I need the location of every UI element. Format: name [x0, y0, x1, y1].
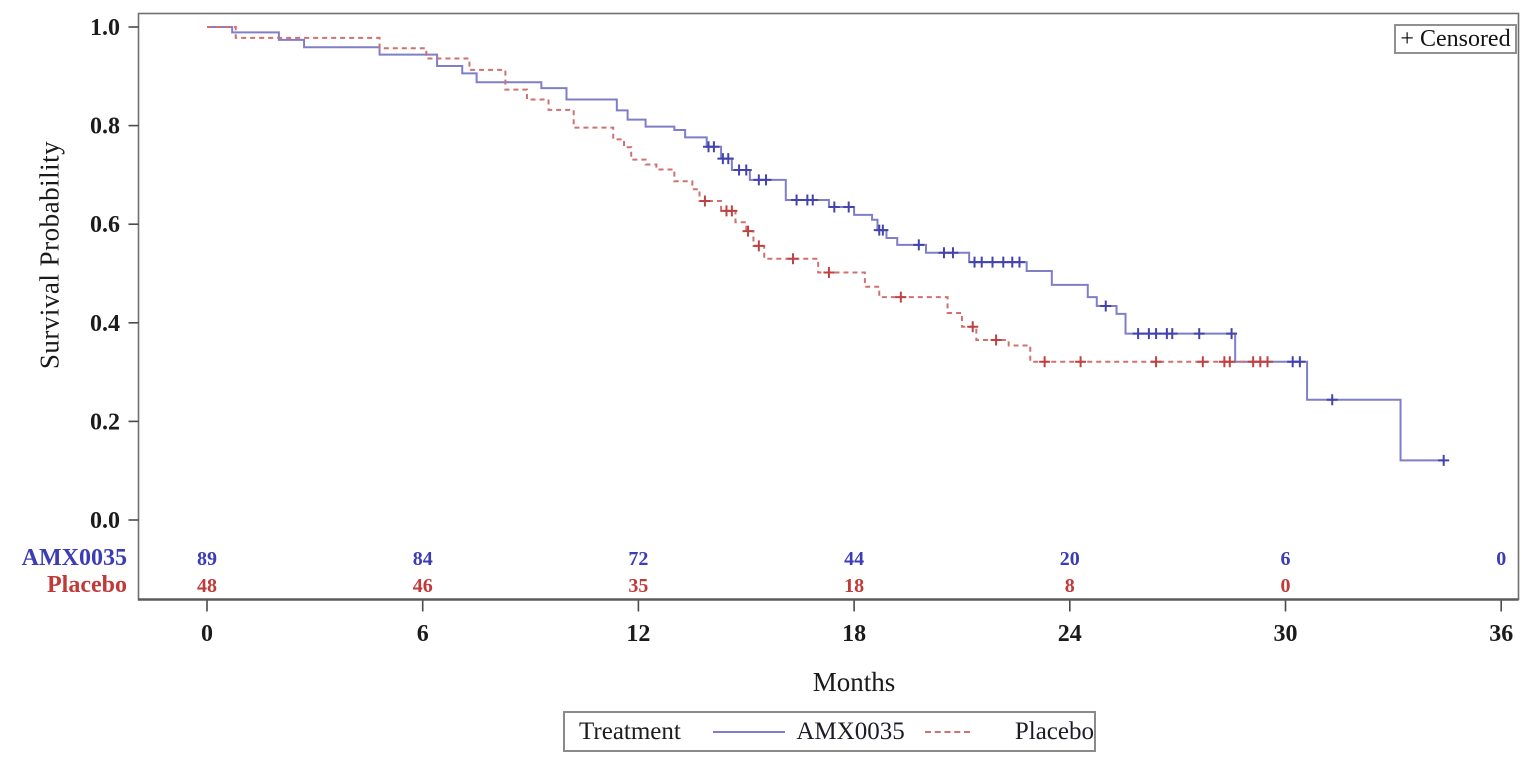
legend-line-sample-amx0035 — [712, 730, 786, 733]
y-tick-label: 1.0 — [90, 15, 120, 41]
censor-plus-mark — [1132, 328, 1144, 340]
at-risk-count: 0 — [1281, 575, 1291, 597]
x-tick-label: 12 — [626, 621, 650, 647]
survival-curve-amx0035 — [207, 26, 1444, 462]
at-risk-count: 6 — [1281, 548, 1291, 570]
censor-plus-mark — [1193, 328, 1205, 340]
x-tick-label: 24 — [1058, 621, 1082, 647]
at-risk-row-placebo: Placebo 48 46 35 18 8 0 — [47, 572, 1290, 598]
y-tick-label: 0.4 — [90, 311, 120, 337]
censor-plus-mark — [1150, 356, 1162, 368]
censor-plus-mark — [823, 267, 835, 279]
y-tick-label: 0.2 — [90, 409, 120, 435]
x-axis-title: Months — [812, 667, 896, 697]
censor-plus-mark — [1326, 394, 1338, 406]
at-risk-count: 0 — [1496, 548, 1506, 570]
at-risk-row-label: AMX0035 — [22, 545, 127, 571]
censor-marks-placebo — [699, 195, 1274, 368]
censor-plus-mark — [760, 174, 772, 186]
censor-plus-mark — [1013, 256, 1025, 268]
step-line-amx0035 — [207, 26, 1444, 462]
censored-legend-box: + Censored — [1394, 24, 1517, 54]
censor-plus-mark — [913, 239, 925, 251]
censor-plus-mark — [740, 164, 752, 176]
censor-plus-mark — [742, 225, 754, 237]
y-axis-ticks: 0.0 0.2 0.4 0.6 0.8 1.0 — [90, 15, 139, 534]
censor-marks-amx0035 — [703, 141, 1450, 466]
at-risk-count: 20 — [1060, 548, 1080, 570]
at-risk-count: 89 — [197, 548, 217, 570]
censor-plus-mark — [753, 240, 765, 252]
censor-plus-mark — [987, 256, 999, 268]
censor-plus-mark — [791, 194, 803, 206]
x-tick-label: 18 — [842, 621, 866, 647]
legend-label-amx0035: AMX0035 — [796, 717, 905, 745]
x-axis-ticks: 0 6 12 18 24 30 36 — [201, 600, 1513, 647]
y-axis-title: Survival Probability — [34, 140, 65, 370]
censored-legend-label: + Censored — [1400, 25, 1511, 52]
censor-plus-mark — [1197, 356, 1209, 368]
censor-plus-mark — [1039, 356, 1051, 368]
censor-plus-mark — [1438, 454, 1450, 466]
censor-plus-mark — [843, 201, 855, 213]
censor-plus-mark — [1226, 328, 1238, 340]
legend-line-sample-placebo — [924, 730, 970, 733]
censor-plus-mark — [699, 195, 711, 207]
censor-plus-mark — [708, 141, 720, 153]
censor-plus-mark — [1075, 356, 1087, 368]
censor-plus-mark — [1100, 300, 1112, 312]
censor-plus-mark — [895, 291, 907, 303]
censor-plus-mark — [722, 153, 734, 165]
survival-curve-placebo — [207, 26, 1268, 363]
y-tick-label: 0.6 — [90, 212, 120, 238]
x-tick-label: 0 — [201, 621, 213, 647]
at-risk-row-amx0035: AMX0035 89 84 72 44 20 6 0 — [22, 545, 1507, 571]
censor-plus-mark — [967, 321, 979, 333]
step-line-placebo — [207, 26, 1268, 363]
legend-title: Treatment — [579, 717, 681, 745]
censor-plus-mark — [807, 194, 819, 206]
censor-plus-mark — [1150, 328, 1162, 340]
censor-plus-mark — [726, 205, 738, 217]
x-tick-label: 30 — [1274, 621, 1298, 647]
at-risk-count: 48 — [197, 575, 217, 597]
at-risk-count: 84 — [413, 548, 433, 570]
legend-label-placebo: Placebo — [1014, 717, 1094, 745]
at-risk-count: 46 — [413, 575, 433, 597]
censor-plus-mark — [947, 247, 959, 259]
at-risk-row-label: Placebo — [47, 572, 127, 598]
at-risk-count: 72 — [628, 548, 648, 570]
treatment-legend-box: Treatment AMX0035 Placebo — [563, 711, 1096, 752]
x-tick-label: 6 — [417, 621, 429, 647]
censor-plus-mark — [1262, 356, 1274, 368]
x-tick-label: 36 — [1489, 621, 1513, 647]
censor-plus-mark — [976, 256, 988, 268]
censor-plus-mark — [1224, 356, 1236, 368]
at-risk-count: 35 — [628, 575, 648, 597]
at-risk-count: 18 — [844, 575, 864, 597]
at-risk-count: 8 — [1065, 575, 1075, 597]
plot-border — [137, 12, 1520, 601]
censor-plus-mark — [787, 253, 799, 265]
censor-plus-mark — [990, 334, 1002, 346]
y-tick-label: 0.8 — [90, 114, 120, 140]
censor-plus-mark — [1294, 356, 1306, 368]
at-risk-count: 44 — [844, 548, 864, 570]
censor-plus-mark — [877, 224, 889, 236]
censor-plus-mark — [828, 201, 840, 213]
censor-plus-mark — [1166, 328, 1178, 340]
y-tick-label: 0.0 — [90, 508, 120, 534]
